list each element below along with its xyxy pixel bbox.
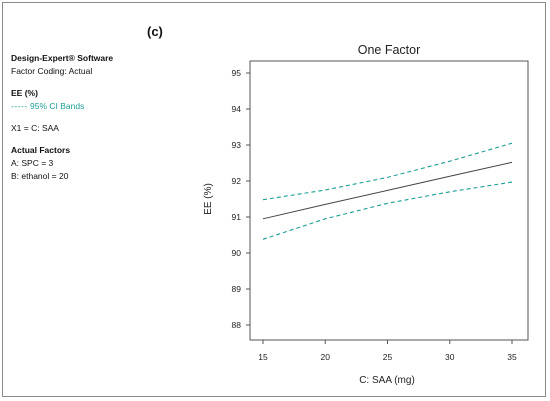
chart-title: One Factor: [358, 43, 421, 57]
x1-factor: X1 = C: SAA: [11, 123, 59, 133]
y-tick-label: 93: [232, 140, 242, 150]
series-lines: [262, 142, 513, 240]
y-tick-label: 88: [232, 320, 242, 330]
actual-factors-heading: Actual Factors: [11, 145, 71, 155]
actual-factor-b: B: ethanol = 20: [11, 171, 69, 181]
x-tick-label: 15: [258, 352, 268, 362]
panel-label: (c): [147, 24, 163, 39]
y-tick-label: 89: [232, 284, 242, 294]
y-tick-label: 92: [232, 176, 242, 186]
y-tick-label: 94: [232, 104, 242, 114]
legend-panel: Design-Expert® Software Factor Coding: A…: [11, 52, 113, 183]
y-axis-label: EE (%): [203, 183, 214, 215]
fit-line: [262, 161, 513, 220]
factor-coding: Factor Coding: Actual: [11, 66, 93, 76]
ci-bands-legend: ----- 95% CI Bands: [11, 100, 113, 113]
ci-band-lower: [262, 181, 513, 240]
axis-ticks: 15 20 25 30 35 88 89 90 91 92 93 94 95: [232, 68, 517, 362]
x-tick-label: 20: [321, 352, 331, 362]
software-name: Design-Expert® Software: [11, 53, 114, 63]
y-tick-label: 91: [232, 212, 242, 222]
response-name: EE (%): [11, 88, 38, 98]
x-tick-label: 30: [445, 352, 455, 362]
plot-area: [249, 60, 529, 341]
y-tick-label: 90: [232, 248, 242, 258]
y-tick-label: 95: [232, 68, 242, 78]
ci-dash-swatch: -----: [11, 101, 28, 111]
figure-frame: [2, 2, 546, 397]
x-tick-label: 35: [507, 352, 517, 362]
x-axis-label: C: SAA (mg): [359, 375, 415, 386]
ci-bands-label: 95% CI Bands: [30, 101, 85, 111]
x-tick-label: 25: [383, 352, 393, 362]
ci-band-upper: [262, 142, 513, 201]
actual-factor-a: A: SPC = 3: [11, 158, 54, 168]
